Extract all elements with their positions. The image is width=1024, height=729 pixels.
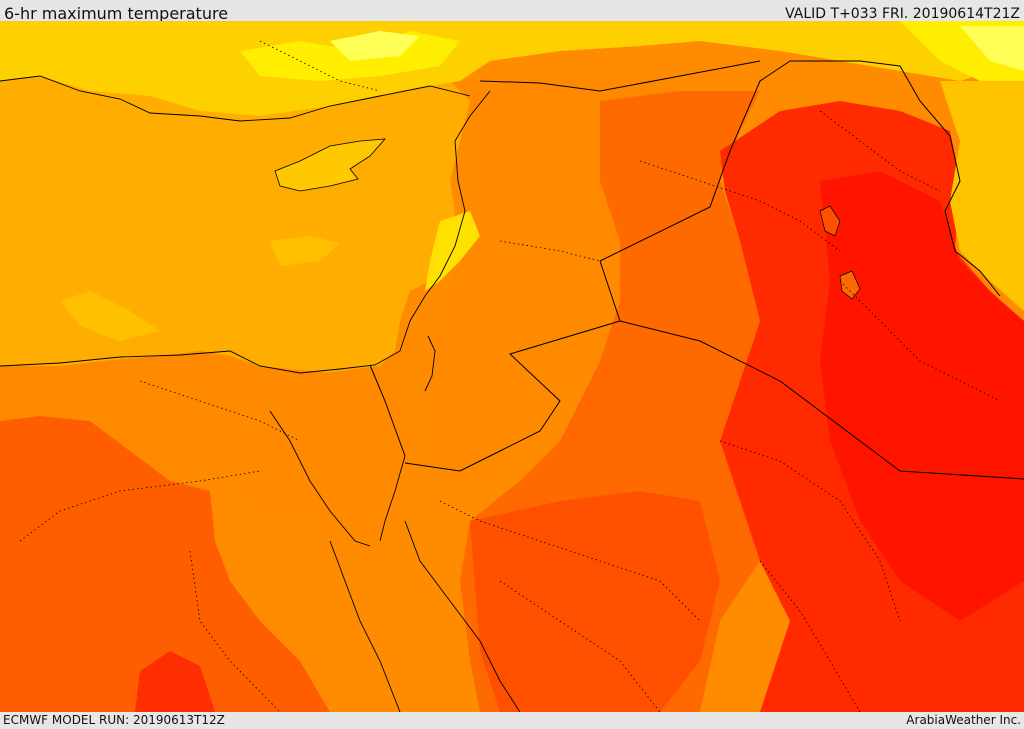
red-sea-east-coastline (404, 520, 521, 712)
levant-coastline (0, 90, 491, 374)
dead-sea-outline (424, 335, 436, 392)
sea-light-patch-2 (60, 291, 160, 341)
gulf-of-suez-coastline (269, 410, 371, 547)
ne-light-yellow-patch (960, 26, 1024, 71)
temperature-map (0, 21, 1024, 712)
northern-yellow-band (0, 21, 1024, 116)
province-line-11 (819, 110, 941, 192)
lake-patch-1 (819, 205, 841, 237)
province-line-7 (639, 160, 841, 252)
red-sea-west-coastline (329, 540, 401, 712)
map-title: 6-hr maximum temperature (4, 4, 229, 23)
lake-patch-2 (839, 270, 861, 300)
iraq-deep-red-core (820, 171, 1024, 621)
province-line-8 (839, 280, 1001, 402)
anatolia-light-yellow-patch (330, 31, 420, 61)
egypt-israel-border (369, 364, 406, 457)
jordan-iraq-border (599, 60, 791, 262)
province-boundaries (19, 40, 1001, 712)
credit-label: ArabiaWeather Inc. (906, 713, 1021, 727)
model-run-label: ECMWF MODEL RUN: 20190613T12Z (3, 713, 225, 727)
province-line-2 (189, 550, 281, 712)
upper-egypt-dark-orange-field (0, 416, 330, 712)
sw-red-blob (135, 651, 215, 712)
province-line-12 (139, 380, 301, 442)
gulf-of-aqaba-coastline (379, 455, 406, 542)
cyprus-island (274, 138, 386, 192)
coastlines (0, 75, 521, 712)
sea-light-patch-1 (270, 236, 340, 266)
syria-turkey-border (479, 60, 761, 92)
province-line-4 (499, 580, 661, 712)
levant-orange-field (420, 61, 760, 491)
egypt-orange-field (0, 353, 410, 551)
turkey-south-coastline (0, 75, 471, 122)
jordan-saudi-border (404, 260, 621, 472)
province-line-5 (719, 440, 901, 622)
map-canvas (0, 21, 1024, 712)
province-line-3 (439, 500, 701, 622)
province-line-6 (759, 560, 861, 712)
province-line-1 (19, 470, 261, 542)
iraq-iran-border (790, 60, 1001, 297)
valid-time-label: VALID T+033 FRI. 20190614T21Z (785, 6, 1020, 22)
saudi-iraq-border (619, 320, 1024, 480)
zagros-yellow-strip (940, 81, 1024, 311)
footer-bar: ECMWF MODEL RUN: 20190613T12Z ArabiaWeat… (0, 712, 1024, 729)
country-borders (369, 60, 1024, 480)
saudi-dark-orange-patch (470, 491, 720, 712)
header-bar: 6-hr maximum temperature VALID T+033 FRI… (0, 0, 1024, 23)
